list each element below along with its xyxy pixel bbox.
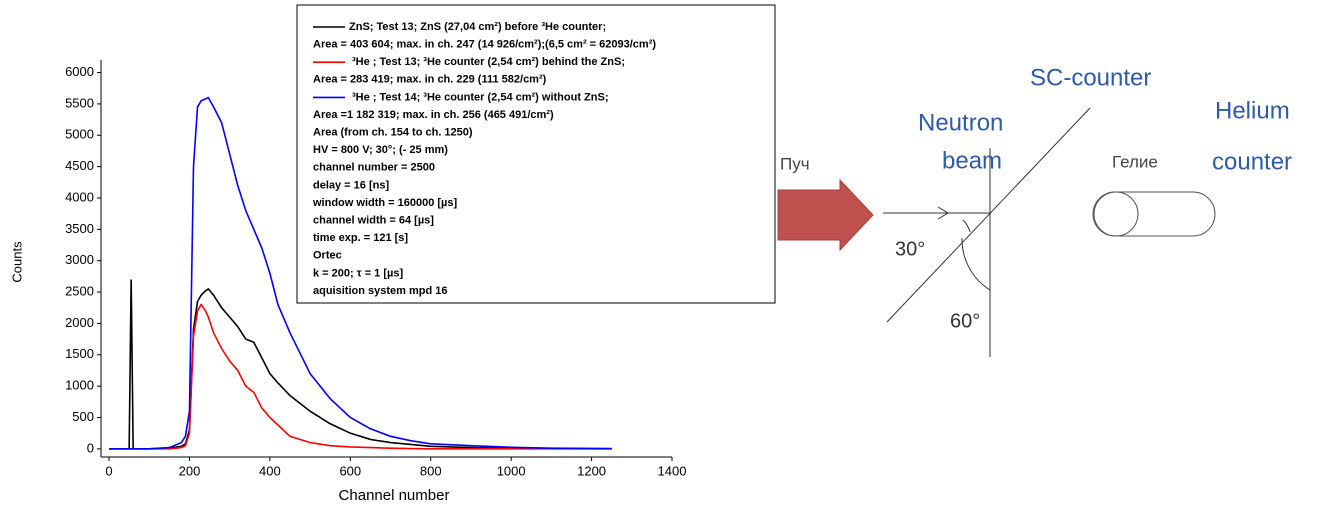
x-tick-label: 1000 — [497, 463, 526, 478]
label: beam — [942, 147, 1002, 174]
angle-arc — [963, 220, 970, 232]
label: 30° — [895, 238, 925, 260]
y-tick-label: 6000 — [65, 64, 94, 79]
label: 60° — [950, 310, 980, 332]
sc-counter-plane — [887, 108, 1090, 322]
y-tick-label: 3500 — [65, 221, 94, 236]
legend-note: Area (from ch. 154 to ch. 1250) — [313, 127, 473, 139]
x-tick-label: 1200 — [577, 463, 606, 478]
legend-note: Area = 403 604; max. in ch. 247 (14 926/… — [313, 39, 656, 51]
y-axis-title: Counts — [9, 241, 24, 283]
x-tick-label: 0 — [105, 463, 112, 478]
y-tick-label: 4000 — [65, 189, 94, 204]
x-tick-label: 800 — [420, 463, 442, 478]
legend-note: aquisition system mpd 16 — [313, 285, 447, 297]
y-tick-label: 2500 — [65, 283, 94, 298]
label: SC-counter — [1030, 64, 1151, 91]
x-tick-label: 1400 — [658, 463, 687, 478]
legend-note: HV = 800 V; 30°; (- 25 mm) — [313, 144, 448, 156]
legend-label: ZnS; Test 13; ZnS (27,04 cm²) before ³He… — [349, 21, 606, 33]
beam-arrow — [778, 180, 873, 250]
angle-arc — [962, 238, 990, 290]
legend-note: channel width = 64 [µs] — [313, 215, 434, 227]
y-tick-label: 1500 — [65, 346, 94, 361]
series-line — [109, 305, 612, 449]
legend-label: ³He ; Test 14; ³He counter (2,54 cm²) wi… — [352, 91, 609, 103]
legend-note: Ortec — [313, 250, 342, 262]
label: Neutron — [918, 109, 1003, 136]
helium-counter-end — [1094, 192, 1138, 236]
page: Channel number Counts Пуч Neutron beam S… — [0, 0, 1322, 508]
legend-label: ³He ; Test 13; ³He counter (2,54 cm²) be… — [352, 56, 625, 68]
legend-note: window width = 160000 [µs] — [312, 197, 458, 209]
y-tick-label: 3000 — [65, 252, 94, 267]
label: Helium — [1215, 97, 1290, 124]
y-tick-label: 0 — [87, 440, 94, 455]
legend-note: channel number = 2500 — [313, 162, 435, 174]
legend-note: Area =1 182 319; max. in ch. 256 (465 49… — [313, 109, 554, 121]
x-tick-label: 200 — [179, 463, 201, 478]
x-tick-label: 400 — [259, 463, 281, 478]
legend-note: k = 200; τ = 1 [µs] — [313, 267, 403, 279]
legend-note: Area = 283 419; max. in ch. 229 (111 582… — [313, 74, 547, 86]
y-tick-label: 5500 — [65, 95, 94, 110]
y-tick-label: 5000 — [65, 127, 94, 142]
legend-note: delay = 16 [ns] — [313, 179, 389, 191]
y-tick-label: 1000 — [65, 378, 94, 393]
x-tick-label: 600 — [339, 463, 361, 478]
label: Пуч — [780, 154, 810, 173]
label: counter — [1212, 148, 1292, 175]
legend-note: time exp. = 121 [s] — [313, 232, 408, 244]
x-axis-title: Channel number — [339, 487, 450, 504]
y-tick-label: 4500 — [65, 158, 94, 173]
y-tick-label: 2000 — [65, 315, 94, 330]
label: Гелие — [1112, 152, 1158, 171]
y-tick-label: 500 — [72, 409, 94, 424]
